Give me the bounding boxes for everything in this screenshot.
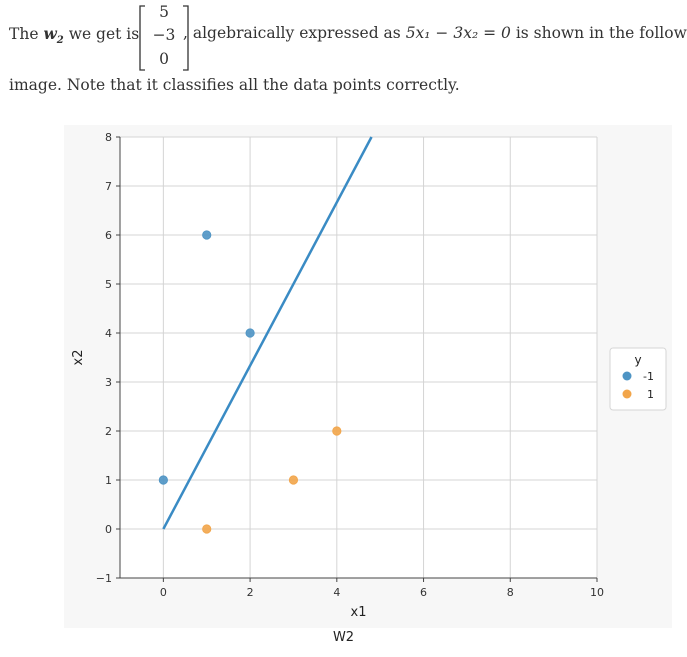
x-tick-label: 10 (590, 586, 604, 599)
y-tick-label: 4 (105, 327, 112, 340)
y-tick-label: 5 (105, 278, 112, 291)
intro-line-2: image. Note that it classifies all the d… (9, 76, 460, 94)
y-tick-label: 8 (105, 131, 112, 144)
x-tick-label: 8 (507, 586, 514, 599)
data-point-neg (245, 328, 255, 338)
legend-marker (622, 389, 632, 399)
data-point-pos (332, 426, 342, 436)
matrix-brackets (139, 5, 189, 71)
plot-area (120, 137, 597, 578)
data-point-pos (288, 475, 299, 485)
y-tick-label: 1 (105, 474, 112, 487)
x-tick-label: 2 (247, 586, 254, 599)
data-point-neg (202, 230, 212, 240)
legend-label: -1 (643, 370, 654, 383)
data-point-neg (158, 475, 168, 485)
y-tick-label: 3 (105, 376, 112, 389)
w-symbol: w2 (43, 24, 64, 47)
x-tick-label: 4 (333, 586, 340, 599)
figure: 0 2 4 6 8 10 −1 0 1 2 3 4 5 6 7 8 x1 x2 y -1 1 (64, 125, 672, 628)
intro-prefix: The (9, 25, 39, 43)
y-tick-label: 6 (105, 229, 112, 242)
intro-we-get-is: we get is (68, 25, 140, 43)
intro-line-1: The w2 we get is (9, 24, 139, 46)
scatter-chart: 0 2 4 6 8 10 −1 0 1 2 3 4 5 6 7 8 x1 x2 y-1 1 (71, 131, 667, 620)
equation: 5x₁ − 3x₂ = 0 (405, 24, 511, 42)
x-axis-label: x1 (351, 605, 367, 620)
y-axis-label: x2 (71, 350, 86, 366)
intro-suffix: is shown in the following (515, 24, 687, 42)
matrix-entry-1: 5 (159, 3, 169, 21)
y-tick-label: 0 (105, 523, 112, 536)
legend-marker (622, 371, 632, 381)
intro-middle: , algebraically expressed as (183, 24, 401, 42)
intro-line-1-rest: , algebraically expressed as 5x₁ − 3x₂ =… (183, 24, 687, 42)
w2-vector: 5 −3 0 (137, 0, 191, 74)
matrix-entry-2: −3 (152, 26, 176, 44)
legend-title: y (634, 353, 641, 367)
decision-boundary-line (162, 136, 373, 530)
x-tick-label: 0 (160, 586, 167, 599)
x-tick-label: 6 (420, 586, 427, 599)
y-tick-label: −1 (96, 572, 112, 585)
y-tick-label: 2 (105, 425, 112, 438)
data-point-pos (202, 524, 212, 534)
matrix-entry-3: 0 (159, 50, 169, 68)
legend-label: 1 (647, 388, 654, 401)
figure-caption: W2 (332, 630, 355, 645)
y-tick-label: 7 (105, 180, 112, 193)
